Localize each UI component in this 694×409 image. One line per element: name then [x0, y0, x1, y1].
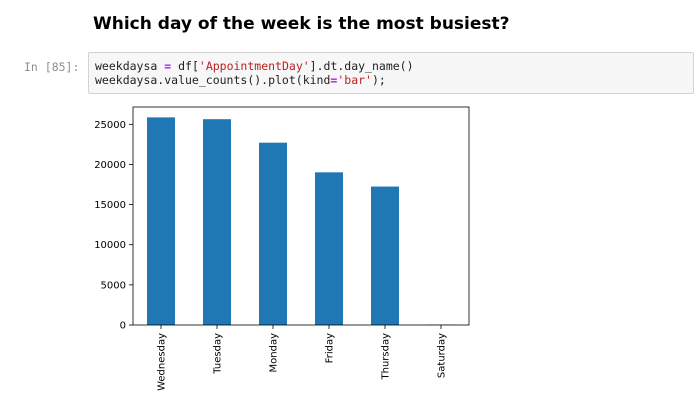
code-line-1: weekdaysa = df['AppointmentDay'].dt.day_… [95, 59, 687, 73]
code-cell-editor[interactable]: weekdaysa = df['AppointmentDay'].dt.day_… [88, 52, 694, 94]
y-tick-label: 25000 [94, 120, 126, 131]
bar [147, 117, 175, 325]
x-tick-label: Wednesday [157, 333, 168, 391]
y-tick-label: 5000 [101, 280, 126, 291]
bar [371, 186, 399, 325]
x-tick-label: Friday [325, 333, 336, 363]
bar [203, 119, 231, 326]
x-tick-label: Saturday [437, 333, 448, 378]
code-string: 'AppointmentDay' [198, 59, 310, 73]
y-tick-label: 0 [120, 321, 126, 332]
x-tick-label: Monday [269, 333, 280, 373]
bar [315, 172, 343, 325]
x-tick-label: Tuesday [213, 333, 224, 375]
cell-output: 0 5000 10000 15000 20000 25000 Wednesday Tuesda… [88, 100, 488, 400]
code-token: ); [371, 73, 386, 87]
bar [259, 142, 287, 325]
code-string: 'bar' [337, 73, 372, 87]
code-line-2: weekdaysa.value_counts().plot(kind='bar'… [95, 73, 687, 87]
y-tick-label: 10000 [94, 240, 126, 251]
y-tick-label: 20000 [94, 160, 126, 171]
notebook-heading: Which day of the week is the most busies… [93, 14, 510, 34]
y-tick-label: 15000 [94, 200, 126, 211]
code-token: ].dt.day_name() [309, 59, 414, 73]
code-token: weekdaysa.value_counts().plot(kind [95, 73, 331, 87]
code-operator: = [164, 59, 172, 73]
cell-prompt: In [85]: [24, 60, 80, 74]
code-token: df[ [171, 59, 199, 73]
code-operator: = [330, 73, 338, 87]
bar-chart: 0 5000 10000 15000 20000 25000 Wednesday Tuesda… [94, 106, 470, 391]
code-token: weekdaysa [95, 59, 165, 73]
plot-frame [132, 106, 470, 326]
x-tick-label: Thursday [381, 333, 392, 381]
